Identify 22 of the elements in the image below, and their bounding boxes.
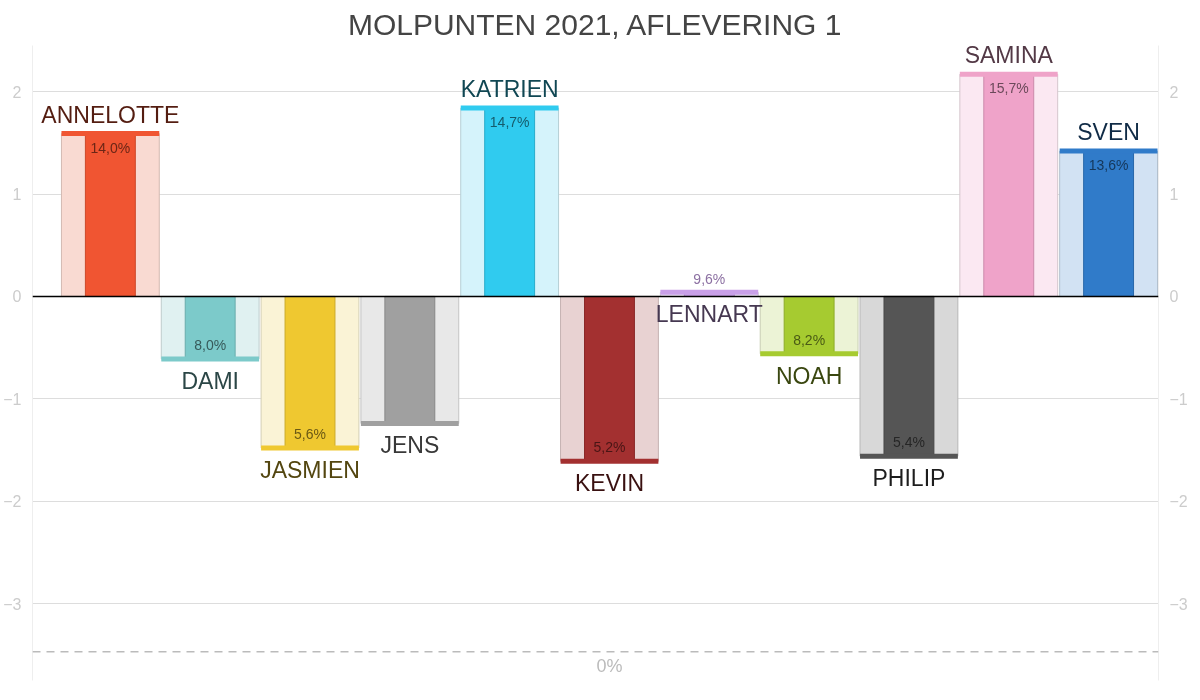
annotation: 5,2%: [593, 439, 626, 456]
annotation: 5,6%: [294, 426, 326, 443]
annotation: 13,6%: [1088, 156, 1129, 173]
x-tick-label: NOAH: [775, 362, 843, 389]
x-tick-label: PHILIP: [872, 465, 946, 492]
annotation: 15,7%: [988, 80, 1029, 97]
x-tick-label: LENNART: [655, 301, 763, 328]
annotation: 8,2%: [793, 331, 826, 348]
chart-title: MOLPUNTEN 2021, AFLEVERING 1: [347, 7, 842, 41]
x-tick-label: JENS: [380, 432, 440, 459]
x-tick-label: ANNELOTTE: [41, 101, 180, 128]
annotation: 9,6%: [693, 271, 726, 288]
annotation: 14,0%: [90, 139, 131, 156]
x-tick-label: KATRIEN: [460, 75, 559, 102]
x-tick-label: SVEN: [1077, 118, 1140, 145]
x-tick-label: SAMINA: [964, 42, 1054, 69]
x-tick-label: KEVIN: [574, 470, 644, 497]
annotation: 0%: [596, 655, 623, 676]
x-tick-label: DAMI: [181, 367, 239, 394]
annotation: 8,0%: [194, 336, 227, 353]
x-tick-label: JASMIEN: [260, 457, 360, 484]
annotation: 14,7%: [489, 113, 530, 130]
